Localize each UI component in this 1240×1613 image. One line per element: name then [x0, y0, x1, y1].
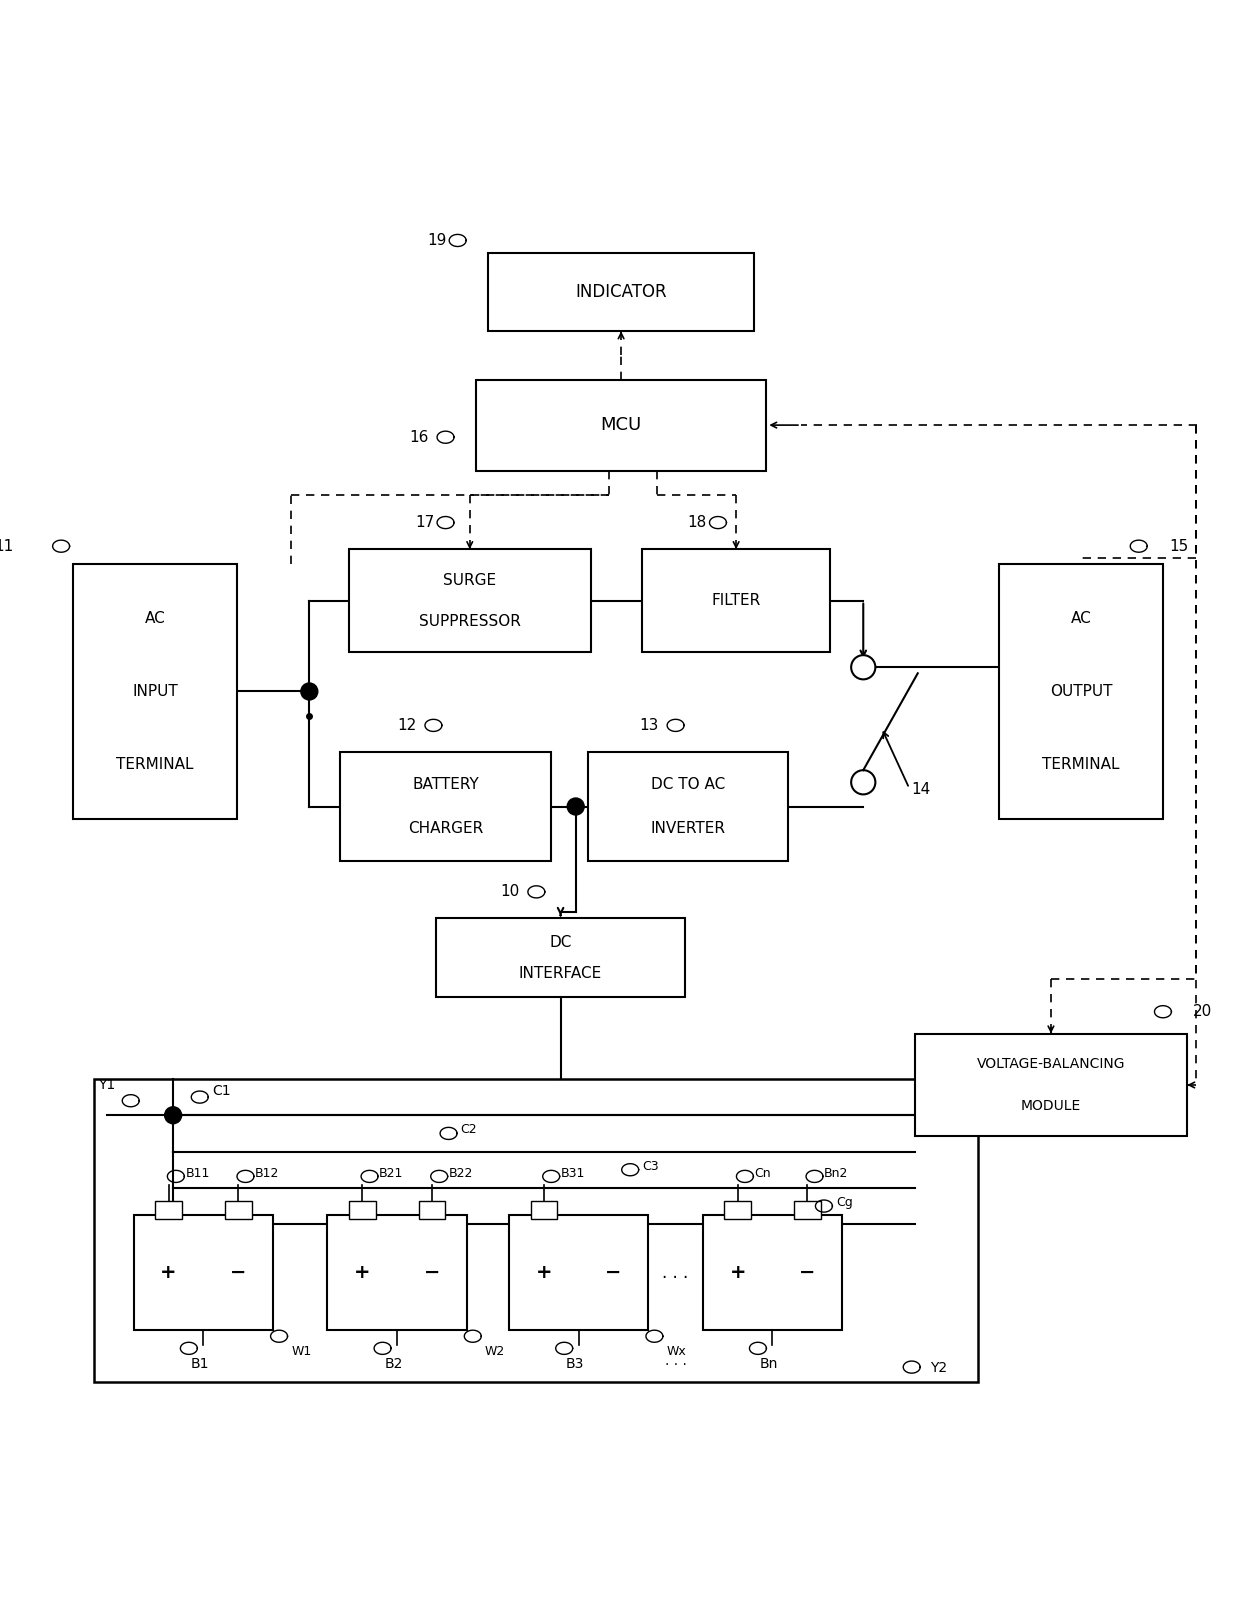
Text: 15: 15 — [1169, 539, 1188, 553]
Text: FILTER: FILTER — [712, 594, 761, 608]
Text: Bn2: Bn2 — [825, 1168, 848, 1181]
Text: B21: B21 — [379, 1168, 404, 1181]
Text: INDICATOR: INDICATOR — [575, 282, 667, 302]
Text: B11: B11 — [186, 1168, 210, 1181]
Text: CHARGER: CHARGER — [408, 821, 484, 836]
Text: . . .: . . . — [665, 1355, 687, 1368]
Text: B22: B22 — [449, 1168, 474, 1181]
Text: C3: C3 — [642, 1160, 658, 1173]
Text: +: + — [536, 1263, 552, 1282]
Text: AC: AC — [1071, 611, 1091, 626]
Text: SURGE: SURGE — [443, 573, 496, 587]
Text: B2: B2 — [384, 1357, 403, 1371]
Text: BATTERY: BATTERY — [412, 777, 479, 792]
Text: 16: 16 — [409, 429, 429, 445]
Text: 10: 10 — [500, 884, 520, 900]
Text: Y2: Y2 — [930, 1361, 947, 1374]
Circle shape — [567, 798, 584, 815]
Text: Bn: Bn — [760, 1357, 777, 1371]
Text: 11: 11 — [0, 539, 14, 553]
Text: MODULE: MODULE — [1021, 1098, 1081, 1113]
Text: INTERFACE: INTERFACE — [520, 966, 603, 981]
FancyBboxPatch shape — [134, 1215, 273, 1331]
Text: SUPPRESSOR: SUPPRESSOR — [419, 615, 521, 629]
Text: Y1: Y1 — [98, 1077, 115, 1092]
Text: INPUT: INPUT — [133, 684, 177, 698]
Text: Wx: Wx — [667, 1345, 686, 1358]
FancyBboxPatch shape — [327, 1215, 466, 1331]
Text: B3: B3 — [565, 1357, 584, 1371]
FancyBboxPatch shape — [588, 752, 787, 861]
Text: 13: 13 — [640, 718, 658, 732]
Circle shape — [851, 655, 875, 679]
Text: B31: B31 — [560, 1168, 585, 1181]
FancyBboxPatch shape — [999, 565, 1163, 819]
Text: 19: 19 — [428, 232, 446, 248]
Text: 17: 17 — [415, 515, 434, 531]
FancyBboxPatch shape — [915, 1034, 1187, 1137]
Text: 12: 12 — [397, 718, 417, 732]
Text: 14: 14 — [911, 782, 931, 797]
Text: OUTPUT: OUTPUT — [1050, 684, 1112, 698]
Text: C1: C1 — [212, 1084, 231, 1098]
Text: −: − — [605, 1263, 621, 1282]
FancyBboxPatch shape — [510, 1215, 649, 1331]
Text: +: + — [160, 1263, 177, 1282]
Text: VOLTAGE-BALANCING: VOLTAGE-BALANCING — [977, 1058, 1125, 1071]
Text: Cn: Cn — [755, 1168, 771, 1181]
Text: B12: B12 — [255, 1168, 279, 1181]
Text: . . .: . . . — [662, 1263, 688, 1282]
Circle shape — [851, 769, 875, 794]
Text: Cg: Cg — [836, 1195, 853, 1208]
FancyBboxPatch shape — [724, 1200, 751, 1219]
Text: −: − — [424, 1263, 440, 1282]
FancyBboxPatch shape — [155, 1200, 182, 1219]
FancyBboxPatch shape — [340, 752, 552, 861]
FancyBboxPatch shape — [436, 918, 684, 997]
Text: B1: B1 — [191, 1357, 210, 1371]
Circle shape — [165, 1107, 181, 1124]
FancyBboxPatch shape — [348, 548, 590, 652]
Circle shape — [301, 682, 317, 700]
FancyBboxPatch shape — [642, 548, 830, 652]
FancyBboxPatch shape — [487, 253, 754, 331]
Text: W2: W2 — [485, 1345, 505, 1358]
Text: −: − — [229, 1263, 247, 1282]
Text: DC: DC — [549, 934, 572, 950]
FancyBboxPatch shape — [419, 1200, 445, 1219]
FancyBboxPatch shape — [73, 565, 237, 819]
FancyBboxPatch shape — [794, 1200, 821, 1219]
FancyBboxPatch shape — [348, 1200, 376, 1219]
FancyBboxPatch shape — [94, 1079, 978, 1382]
Text: AC: AC — [145, 611, 165, 626]
Text: MCU: MCU — [600, 416, 642, 434]
Text: INVERTER: INVERTER — [650, 821, 725, 836]
FancyBboxPatch shape — [703, 1215, 842, 1331]
Text: 18: 18 — [688, 515, 707, 531]
Text: +: + — [729, 1263, 746, 1282]
FancyBboxPatch shape — [224, 1200, 252, 1219]
Text: TERMINAL: TERMINAL — [1043, 756, 1120, 771]
Text: TERMINAL: TERMINAL — [117, 756, 193, 771]
Text: +: + — [355, 1263, 371, 1282]
Text: W1: W1 — [291, 1345, 311, 1358]
FancyBboxPatch shape — [531, 1200, 557, 1219]
Text: DC TO AC: DC TO AC — [651, 777, 725, 792]
Text: −: − — [799, 1263, 816, 1282]
Text: C2: C2 — [461, 1123, 477, 1136]
FancyBboxPatch shape — [476, 379, 766, 471]
Text: 20: 20 — [1193, 1005, 1213, 1019]
